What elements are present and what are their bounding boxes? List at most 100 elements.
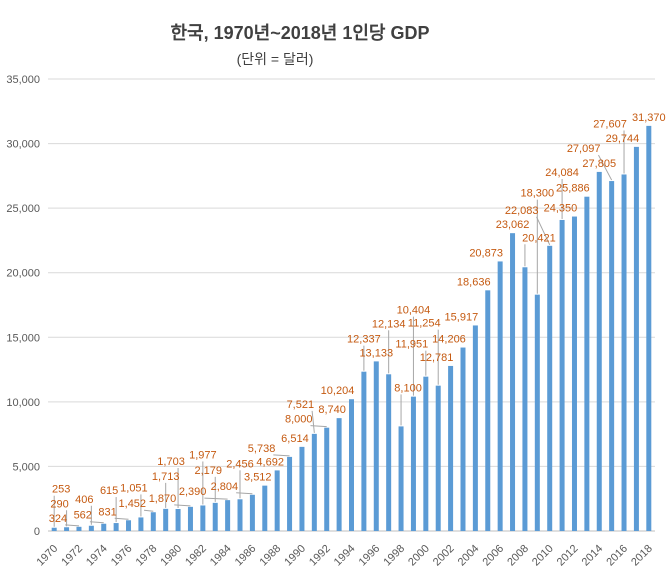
leader-line-1984 bbox=[204, 497, 228, 500]
bar-1979 bbox=[163, 508, 169, 531]
bar-1988 bbox=[274, 470, 280, 531]
bar-1992 bbox=[324, 427, 330, 531]
bar-1976 bbox=[126, 520, 132, 531]
y-tick-label: 30,000 bbox=[6, 139, 40, 151]
x-tick-label: 2018 bbox=[629, 543, 655, 569]
data-label-1971: 290 bbox=[50, 498, 68, 510]
y-tick-label: 25,000 bbox=[6, 203, 40, 215]
chart-title: 한국, 1970년~2018년 1인당 GDP bbox=[171, 23, 430, 43]
bar-2000 bbox=[423, 376, 429, 531]
leader-line-1981 bbox=[174, 504, 191, 507]
data-label-2011: 24,084 bbox=[545, 167, 579, 179]
y-tick-label: 20,000 bbox=[6, 268, 40, 280]
x-tick-label: 1978 bbox=[134, 543, 160, 569]
data-label-1980: 1,703 bbox=[157, 456, 185, 468]
data-label-1994: 10,204 bbox=[321, 385, 355, 397]
x-tick-label: 1984 bbox=[208, 543, 234, 569]
x-tick-label: 2002 bbox=[431, 543, 457, 569]
bar-1996 bbox=[373, 361, 379, 531]
bar-2014 bbox=[596, 171, 602, 532]
x-tick-label: 2012 bbox=[555, 543, 581, 569]
bar-1993 bbox=[336, 418, 342, 531]
x-tick-label: 1992 bbox=[307, 543, 333, 569]
data-label-2018: 31,370 bbox=[632, 112, 666, 124]
y-tick-label: 35,000 bbox=[6, 74, 40, 86]
bar-2018 bbox=[646, 125, 652, 532]
bar-2011 bbox=[559, 219, 565, 531]
y-tick-label: 0 bbox=[34, 526, 40, 538]
leader-line-1991 bbox=[311, 410, 315, 433]
bar-1973 bbox=[88, 525, 94, 531]
bar-2017 bbox=[633, 146, 639, 531]
data-label-1972: 324 bbox=[49, 513, 67, 525]
bar-1990 bbox=[299, 446, 305, 531]
data-label-1989: 5,738 bbox=[248, 443, 276, 455]
data-label-2003: 14,206 bbox=[432, 334, 466, 346]
x-tick-label: 2000 bbox=[406, 543, 432, 569]
data-label-1982: 1,977 bbox=[189, 449, 217, 461]
data-label-2013: 25,886 bbox=[556, 183, 590, 195]
x-tick-label: 1994 bbox=[332, 543, 358, 569]
bar-1995 bbox=[361, 371, 367, 531]
data-label-1973: 406 bbox=[75, 494, 93, 506]
data-label-2004: 15,917 bbox=[445, 311, 479, 323]
data-label-2000: 11,951 bbox=[395, 339, 428, 351]
bar-1984 bbox=[225, 500, 231, 531]
x-tick-label: 1976 bbox=[109, 543, 135, 569]
bar-2012 bbox=[571, 216, 577, 531]
data-label-2007: 23,062 bbox=[496, 219, 530, 231]
bar-1982 bbox=[200, 505, 206, 531]
bar-1991 bbox=[311, 433, 317, 531]
y-tick-label: 15,000 bbox=[6, 332, 40, 344]
data-label-2008: 20,421 bbox=[522, 232, 556, 244]
data-label-1985: 2,456 bbox=[226, 458, 254, 470]
data-label-2006: 20,873 bbox=[469, 247, 503, 259]
data-label-1995: 12,337 bbox=[347, 334, 381, 346]
leader-line-2015 bbox=[598, 154, 613, 181]
x-tick-label: 1980 bbox=[158, 543, 184, 569]
data-label-2001: 11,254 bbox=[408, 318, 441, 330]
leader-line-1978 bbox=[144, 509, 154, 512]
bar-2002 bbox=[448, 365, 454, 531]
data-label-1999: 10,404 bbox=[397, 305, 431, 317]
bar-1977 bbox=[138, 517, 144, 531]
bar-2016 bbox=[621, 174, 627, 531]
chart-subtitle: (단위 = 달러) bbox=[237, 51, 314, 67]
data-label-1987: 3,512 bbox=[244, 472, 272, 484]
bar-2008 bbox=[522, 267, 528, 531]
bar-2003 bbox=[460, 347, 466, 531]
data-label-1974: 562 bbox=[74, 510, 92, 522]
leader-line-2010 bbox=[536, 216, 551, 246]
data-label-2012: 24,350 bbox=[544, 203, 578, 215]
bar-1994 bbox=[349, 399, 354, 531]
x-tick-label: 1990 bbox=[282, 543, 308, 569]
data-label-2002: 12,781 bbox=[420, 352, 454, 364]
bar-1981 bbox=[187, 506, 193, 531]
bar-1987 bbox=[262, 485, 268, 531]
leader-line-1974 bbox=[89, 521, 104, 524]
bar-1985 bbox=[237, 499, 243, 531]
data-label-2009: 18,300 bbox=[520, 188, 554, 200]
data-label-1990: 6,514 bbox=[281, 433, 309, 445]
data-label-2010: 22,083 bbox=[505, 205, 539, 217]
data-label-2014: 27,805 bbox=[582, 158, 616, 170]
bar-2015 bbox=[609, 181, 615, 532]
x-tick-label: 2008 bbox=[505, 543, 531, 569]
leader-line-1989 bbox=[273, 454, 290, 457]
data-label-1986: 2,804 bbox=[211, 481, 239, 493]
x-tick-label: 1982 bbox=[183, 543, 209, 569]
data-label-1992: 8,000 bbox=[285, 414, 313, 426]
bar-2005 bbox=[485, 290, 491, 531]
leader-line-1992 bbox=[310, 425, 327, 428]
bar-2007 bbox=[510, 233, 516, 531]
bar-1978 bbox=[150, 512, 156, 531]
data-label-1996: 13,133 bbox=[359, 347, 393, 359]
x-tick-label: 1974 bbox=[84, 543, 110, 569]
bar-1972 bbox=[76, 526, 82, 531]
data-label-1977: 1,051 bbox=[120, 482, 148, 494]
bar-1970 bbox=[51, 527, 57, 531]
leader-line-1972 bbox=[65, 524, 80, 527]
x-tick-label: 1996 bbox=[357, 543, 383, 569]
leader-line-1976 bbox=[114, 517, 129, 520]
y-tick-label: 10,000 bbox=[6, 397, 40, 409]
